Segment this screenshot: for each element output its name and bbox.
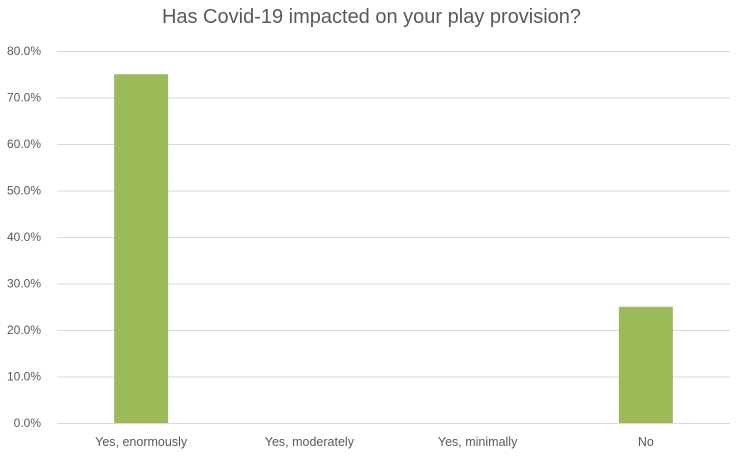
bar xyxy=(114,74,169,423)
x-category-label: Yes, moderately xyxy=(265,435,355,449)
x-axis-categories: Yes, enormously Yes, moderately Yes, minim… xyxy=(95,435,654,449)
y-tick-label: 50.0% xyxy=(7,184,41,198)
y-tick-label: 20.0% xyxy=(7,323,41,337)
x-category-label: No xyxy=(638,435,654,449)
gridlines xyxy=(57,51,730,424)
chart-title: Has Covid-19 impacted on your play provi… xyxy=(161,6,582,28)
x-category-label: Yes, minimally xyxy=(438,435,518,449)
bar xyxy=(618,306,673,423)
y-tick-label: 70.0% xyxy=(7,91,41,105)
y-tick-label: 10.0% xyxy=(7,370,41,384)
y-tick-label: 40.0% xyxy=(7,230,41,244)
y-tick-label: 0.0% xyxy=(14,416,42,430)
y-tick-label: 60.0% xyxy=(7,137,41,151)
y-tick-label: 30.0% xyxy=(7,277,41,291)
x-category-label: Yes, enormously xyxy=(95,435,188,449)
bars xyxy=(114,74,673,423)
y-tick-label: 80.0% xyxy=(7,44,41,58)
y-axis-ticks: 0.0% 10.0% 20.0% 30.0% 40.0% 50.0% 60.0% 70.0% 8… xyxy=(7,44,41,430)
